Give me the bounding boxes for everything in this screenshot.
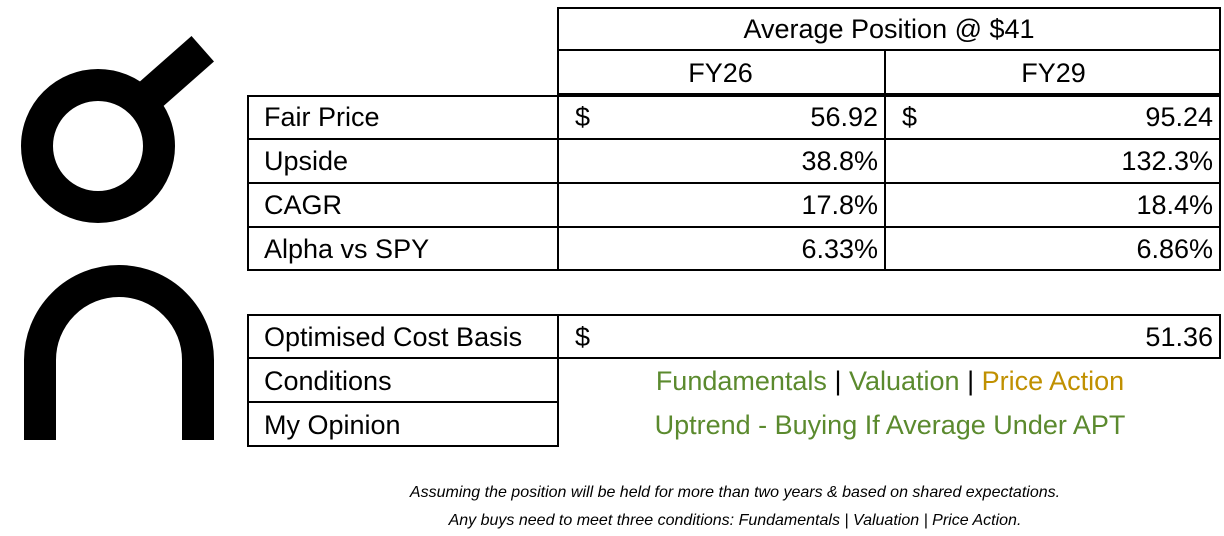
condition-price-action: Price Action <box>981 366 1125 396</box>
row-label-alpha: Alpha vs SPY <box>264 234 430 264</box>
row-label-cost-basis: Optimised Cost Basis <box>264 322 523 352</box>
condition-fundamentals: Fundamentals <box>655 366 827 396</box>
alpha-fy29: 6.86% <box>1136 234 1213 264</box>
fair-price-fy26-cell: $ 56.92 <box>559 96 884 138</box>
fair-price-fy26: 56.92 <box>810 102 878 132</box>
fair-price-fy29: 95.24 <box>1145 102 1213 132</box>
row-label-conditions: Conditions <box>264 366 392 396</box>
opinion-value: Uptrend - Buying If Average Under APT <box>654 410 1126 440</box>
alpha-fy26: 6.33% <box>801 234 878 264</box>
cagr-fy29: 18.4% <box>1136 190 1213 220</box>
cost-basis-cell: $ 51.36 <box>559 316 1219 358</box>
row-label-opinion: My Opinion <box>264 410 401 440</box>
footer-note-1: Assuming the position will be held for m… <box>409 484 1061 501</box>
condition-valuation: Valuation <box>848 366 960 396</box>
footer-note-2: Any buys need to meet three conditions: … <box>448 512 1022 529</box>
cost-basis-value: 51.36 <box>1145 322 1213 352</box>
upside-fy29: 132.3% <box>1121 146 1213 176</box>
header-col-fy29: FY29 <box>1021 58 1086 88</box>
currency-symbol: $ <box>575 322 591 352</box>
condition-separator: | <box>834 366 842 396</box>
condition-separator: | <box>967 366 975 396</box>
header-box <box>557 7 1221 95</box>
currency-symbol: $ <box>575 102 591 132</box>
conditions-value: Fundamentals | Valuation | Price Action <box>559 360 1221 402</box>
row-label-cagr: CAGR <box>264 190 343 220</box>
header-col-fy26: FY26 <box>688 58 753 88</box>
header-title: Average Position @ $41 <box>743 14 1035 44</box>
upside-fy26: 38.8% <box>801 146 878 176</box>
fair-price-fy29-cell: $ 95.24 <box>886 96 1219 138</box>
row-label-upside: Upside <box>264 146 349 176</box>
row-label-fair-price: Fair Price <box>264 102 380 132</box>
currency-symbol: $ <box>902 102 918 132</box>
on-brand-logo-icon <box>21 36 214 440</box>
cagr-fy26: 17.8% <box>801 190 878 220</box>
